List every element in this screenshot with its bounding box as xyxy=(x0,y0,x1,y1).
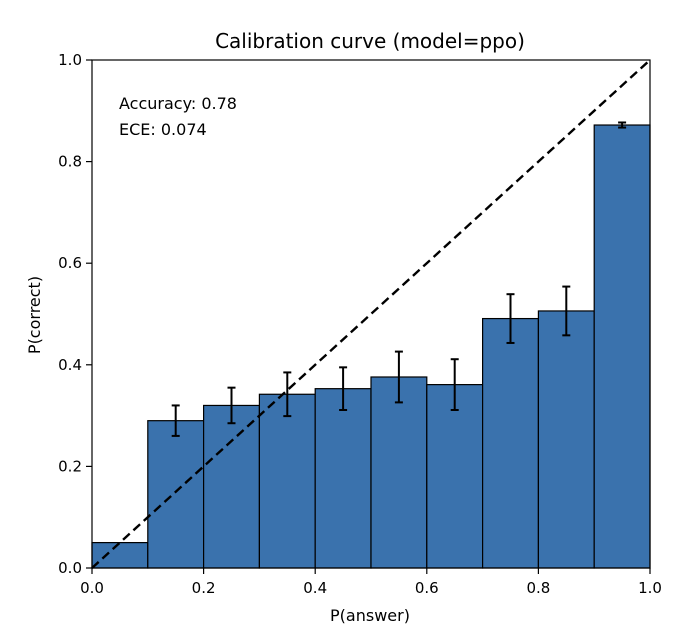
y-ticks: 0.0 0.2 0.4 0.6 0.8 1.0 xyxy=(58,51,92,577)
bar-5 xyxy=(370,376,428,569)
ece-annotation: ECE: 0.074 xyxy=(119,120,207,139)
errorbar-4 xyxy=(339,366,348,412)
y-tick-label: 0.8 xyxy=(58,153,82,171)
errorbar-2 xyxy=(227,386,236,425)
errorbars-group xyxy=(171,121,627,437)
y-axis-label: P(correct) xyxy=(25,276,44,354)
y-tick-label: 0.4 xyxy=(58,356,82,374)
bar-9 xyxy=(593,124,651,569)
bars-group xyxy=(91,124,651,569)
errorbar-5 xyxy=(394,350,403,404)
chart-title: Calibration curve (model=ppo) xyxy=(215,29,525,53)
errorbar-8 xyxy=(562,285,571,337)
x-tick-label: 0.2 xyxy=(192,579,216,597)
bar-2 xyxy=(203,404,261,569)
x-tick-label: 1.0 xyxy=(638,579,662,597)
x-tick-label: 0.0 xyxy=(80,579,104,597)
bar-4 xyxy=(314,388,372,569)
x-axis-label: P(answer) xyxy=(330,606,410,625)
bar-0 xyxy=(91,541,149,569)
y-tick-label: 0.2 xyxy=(58,457,82,475)
bar-1 xyxy=(147,420,205,569)
bar-8 xyxy=(537,310,595,569)
y-tick-label: 1.0 xyxy=(58,51,82,69)
x-tick-label: 0.4 xyxy=(303,579,327,597)
errorbar-3 xyxy=(283,371,292,418)
errorbar-7 xyxy=(506,293,515,344)
errorbar-1 xyxy=(171,404,180,437)
x-tick-label: 0.6 xyxy=(415,579,439,597)
bar-6 xyxy=(426,384,484,569)
bar-7 xyxy=(482,317,540,569)
y-tick-label: 0.6 xyxy=(58,254,82,272)
errorbar-9 xyxy=(618,121,627,129)
bar-3 xyxy=(258,393,316,569)
errorbar-6 xyxy=(450,358,459,412)
plot-frame xyxy=(91,59,651,569)
accuracy-annotation: Accuracy: 0.78 xyxy=(119,94,237,113)
x-tick-label: 0.8 xyxy=(526,579,550,597)
x-ticks: 0.0 0.2 0.4 0.6 0.8 1.0 xyxy=(80,568,662,597)
y-tick-label: 0.0 xyxy=(58,559,82,577)
